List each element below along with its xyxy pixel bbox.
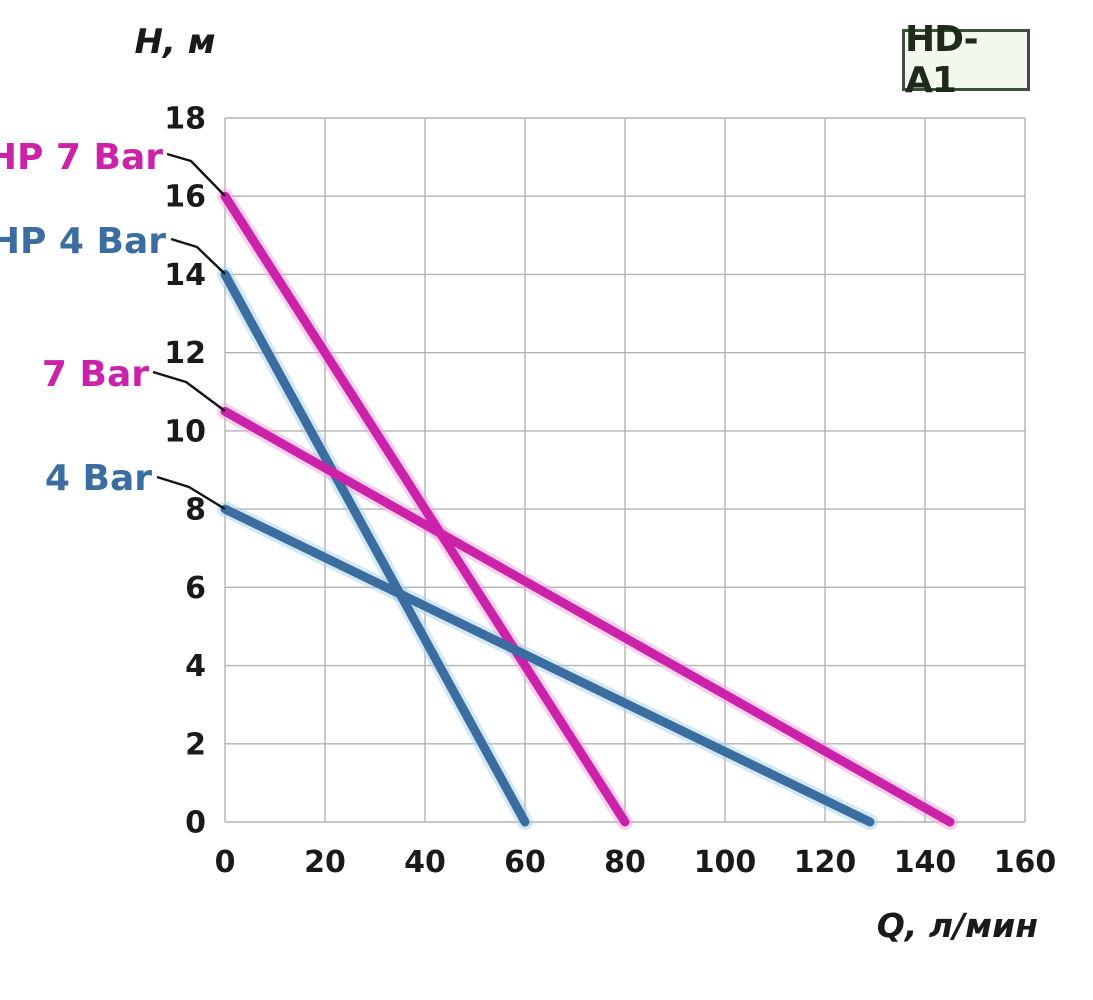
x-tick-label-140: 140: [894, 845, 957, 880]
leader-line-4-bar: [156, 475, 226, 511]
leader-line-7-bar: [152, 370, 226, 412]
curve-label-hp-4-bar: HP 4 Bar: [0, 221, 166, 262]
leader-line-hp-7-bar: [166, 152, 226, 197]
y-tick-label-0: 0: [185, 806, 206, 841]
x-tick-label-0: 0: [215, 845, 236, 880]
x-tick-label-80: 80: [604, 845, 646, 880]
y-tick-label-4: 4: [185, 649, 206, 684]
curve-label-7-bar: 7 Bar: [42, 354, 149, 395]
leader-line-hp-4-bar: [170, 237, 226, 275]
curve-label-4-bar: 4 Bar: [45, 458, 152, 499]
curve-7-bar: [220, 406, 955, 827]
curve-label-hp-7-bar: HP 7 Bar: [0, 137, 163, 178]
x-tick-label-20: 20: [304, 845, 346, 880]
y-tick-label-8: 8: [185, 493, 206, 528]
curve-hp-7-bar: [220, 191, 630, 827]
y-tick-label-10: 10: [164, 414, 206, 449]
y-axis-title: H, м: [134, 22, 216, 62]
x-tick-label-120: 120: [794, 845, 857, 880]
x-tick-label-100: 100: [694, 845, 757, 880]
x-tick-label-160: 160: [994, 845, 1057, 880]
x-axis-title: Q, л/мин: [876, 906, 1038, 945]
y-tick-label-18: 18: [164, 102, 206, 137]
y-tick-label-2: 2: [185, 727, 206, 762]
y-tick-label-14: 14: [164, 258, 206, 293]
y-tick-label-6: 6: [185, 571, 206, 606]
y-tick-label-12: 12: [164, 336, 206, 371]
x-tick-label-40: 40: [404, 845, 446, 880]
x-tick-label-60: 60: [504, 845, 546, 880]
curve-4-bar: [220, 504, 875, 827]
curve-hp-4-bar: [220, 269, 530, 827]
y-tick-label-16: 16: [164, 180, 206, 215]
